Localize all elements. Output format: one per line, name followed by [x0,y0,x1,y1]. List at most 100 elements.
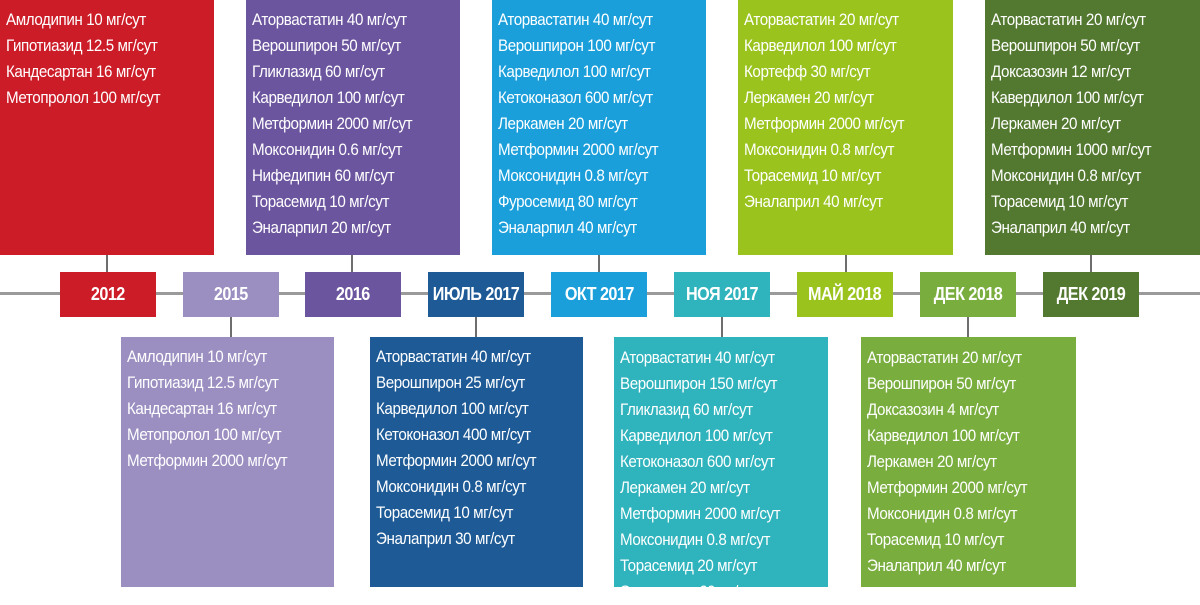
medication-item: Верошпирон 50 мг/сут [991,37,1140,55]
medication-item: Моксонидин 0.6 мг/сут [252,141,403,159]
date-text: ОКТ 2017 [564,284,634,304]
medication-item: Торасемид 10 мг/сут [867,531,1005,549]
medication-item: Леркамен 20 мг/сут [867,453,997,471]
medication-item: Верошпирон 50 мг/сут [252,37,401,55]
medication-item: Кандесартан 16 мг/сут [127,400,277,418]
date-text: ИЮЛЬ 2017 [432,284,520,304]
medication-list: Аторвастатин 40 мг/сут Верошпирон 150 мг/… [620,345,822,605]
date-label: 2016 [305,272,401,317]
date-text: 2016 [336,284,370,304]
connector-line [721,317,723,337]
medication-list: Аторвастатин 20 мг/сут Карведилол 100 мг/… [744,7,947,215]
medication-item: Карведилол 100 мг/сут [744,37,897,55]
medication-item: Метформин 2000 мг/сут [867,479,1028,497]
medication-item: Нифедипин 60 мг/сут [252,167,395,185]
date-label: 2015 [183,272,279,317]
medication-item: Эналаприл 40 мг/сут [991,219,1130,237]
medication-item: Метформин 1000 мг/сут [991,141,1152,159]
medication-item: Эналаприл 60 мг/сут [620,583,759,601]
date-label: МАЙ 2018 [797,272,893,317]
medication-item: Аторвастатин 20 мг/сут [744,11,899,29]
medication-list: Амлодипин 10 мг/сут Гипотиазид 12.5 мг/су… [6,7,208,111]
connector-line [351,255,353,272]
medication-item: Гипотиазид 12.5 мг/сут [6,37,158,55]
medication-panel: Аторвастатин 40 мг/сут Верошпирон 50 мг/с… [246,0,460,255]
medication-item: Торасемид 10 мг/сут [991,193,1129,211]
medication-panel: Аторвастатин 20 мг/сут Карведилол 100 мг/… [738,0,953,255]
date-text: ДЕК 2018 [933,284,1003,304]
medication-item: Эналарпил 40 мг/сут [498,219,637,237]
date-text: НОЯ 2017 [686,284,758,304]
date-label: НОЯ 2017 [674,272,770,317]
medication-panel: Аторвастатин 40 мг/сут Верошпирон 25 мг/с… [370,337,583,587]
medication-item: Амлодипин 10 мг/сут [6,11,146,29]
medication-item: Леркамен 20 мг/сут [498,115,628,133]
medication-item: Моксонидин 0.8 мг/сут [867,505,1018,523]
date-label: ДЕК 2019 [1043,272,1139,317]
connector-line [598,255,600,272]
medication-item: Гликлазид 60 мг/сут [620,401,753,419]
medication-item: Карведилол 100 мг/сут [620,427,773,445]
medication-item: Метформин 2000 мг/сут [744,115,905,133]
date-label: ОКТ 2017 [551,272,647,317]
medication-item: Торасемид 10 мг/сут [744,167,882,185]
medication-list: Аторвастатин 40 мг/сут Верошпирон 25 мг/с… [376,344,577,552]
medication-item: Фуросемид 80 мг/сут [498,193,638,211]
medication-item: Верошпирон 25 мг/сут [376,374,525,392]
date-text: 2015 [214,284,248,304]
medication-panel: Аторвастатин 40 мг/сут Верошпирон 150 мг/… [614,337,828,601]
medication-list: Амлодипин 10 мг/сут Гипотиазид 12.5 мг/су… [127,344,328,474]
medication-list: Аторвастатин 20 мг/сут Верошпирон 50 мг/с… [867,345,1070,579]
medication-item: Карведилол 100 мг/сут [498,63,651,81]
date-label: ИЮЛЬ 2017 [428,272,524,317]
medication-item: Доксазозин 12 мг/сут [991,63,1131,81]
medication-item: Леркамен 20 мг/сут [620,479,750,497]
medication-item: Кортефф 30 мг/сут [744,63,871,81]
medication-item: Кавердилол 100 мг/сут [991,89,1144,107]
medication-list: Аторвастатин 40 мг/сут Верошпирон 50 мг/с… [252,7,454,241]
medication-item: Метопролол 100 мг/сут [6,89,161,107]
date-text: 2012 [91,284,125,304]
medication-item: Эналаприл 30 мг/сут [376,530,515,548]
medication-panel: Амлодипин 10 мг/сут Гипотиазид 12.5 мг/су… [121,337,334,587]
medication-item: Верошпирон 100 мг/сут [498,37,655,55]
medication-item: Метформин 2000 мг/сут [252,115,413,133]
medication-item: Метформин 2000 мг/сут [376,452,537,470]
medication-item: Амлодипин 10 мг/сут [127,348,267,366]
medication-item: Эналарпил 20 мг/сут [252,219,391,237]
medication-item: Аторвастатин 20 мг/сут [867,349,1022,367]
connector-line [1090,255,1092,272]
medication-panel: Аторвастатин 20 мг/сут Верошпирон 50 мг/с… [861,337,1076,587]
medication-item: Кетоконазол 600 мг/сут [498,89,653,107]
medication-item: Моксонидин 0.8 мг/сут [376,478,527,496]
medication-list: Аторвастатин 40 мг/сут Верошпирон 100 мг/… [498,7,700,241]
medication-item: Аторвастатин 20 мг/сут [991,11,1146,29]
medication-item: Торасемид 20 мг/сут [620,557,758,575]
connector-line [475,317,477,337]
medication-item: Метопролол 100 мг/сут [127,426,282,444]
medication-item: Доксазозин 4 мг/сут [867,401,999,419]
medication-item: Моксонидин 0.8 мг/сут [498,167,649,185]
date-label: ДЕК 2018 [920,272,1016,317]
medication-list: Аторвастатин 20 мг/сут Верошпирон 50 мг/с… [991,7,1194,241]
medication-item: Кетоконазол 400 мг/сут [376,426,531,444]
medication-item: Гликлазид 60 мг/сут [252,63,385,81]
date-label: 2012 [60,272,156,317]
medication-panel: Аторвастатин 20 мг/сут Верошпирон 50 мг/с… [985,0,1200,255]
medication-item: Аторвастатин 40 мг/сут [498,11,653,29]
medication-item: Аторвастатин 40 мг/сут [252,11,407,29]
medication-item: Карведилол 100 мг/сут [867,427,1020,445]
date-text: МАЙ 2018 [808,284,882,304]
medication-item: Метформин 2000 мг/сут [127,452,288,470]
connector-line [106,255,108,272]
medication-item: Леркамен 20 мг/сут [991,115,1121,133]
connector-line [230,317,232,337]
medication-item: Эналаприл 40 мг/сут [744,193,883,211]
medication-panel: Амлодипин 10 мг/сут Гипотиазид 12.5 мг/су… [0,0,214,255]
medication-item: Кетоконазол 600 мг/сут [620,453,775,471]
medication-item: Метформин 2000 мг/сут [620,505,781,523]
medication-item: Эналаприл 40 мг/сут [867,557,1006,575]
medication-item: Леркамен 20 мг/сут [744,89,874,107]
medication-item: Верошпирон 150 мг/сут [620,375,777,393]
medication-item: Аторвастатин 40 мг/сут [376,348,531,366]
